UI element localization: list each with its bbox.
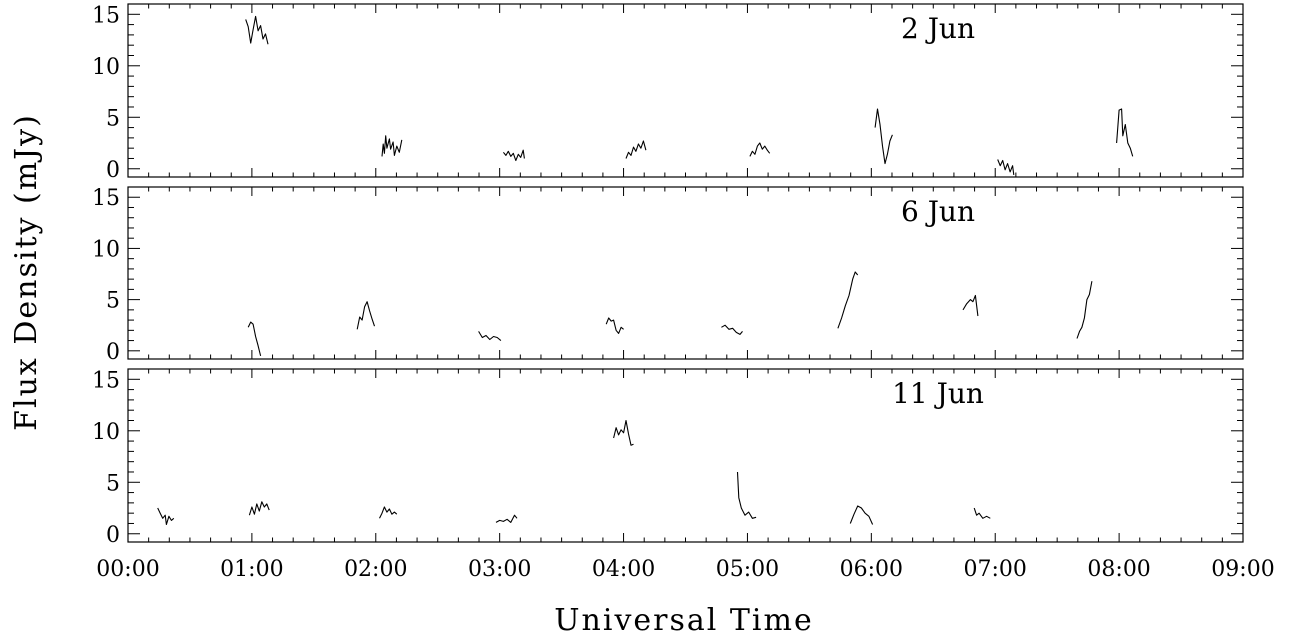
y-tick-label: 5: [106, 289, 120, 314]
panel: 0 5 10 15 2 Jun: [92, 3, 1244, 183]
flux-series-segment: [605, 317, 624, 334]
flux-series-segment: [736, 471, 757, 519]
flux-series-segment: [478, 331, 502, 342]
flux-series-segment: [997, 159, 1015, 175]
y-tick-label: 10: [92, 55, 120, 80]
flux-series-segment: [973, 507, 991, 519]
x-tick-label: 09:00: [1211, 557, 1274, 582]
flux-series-segment: [849, 505, 874, 525]
flux-series-segment: [721, 324, 743, 335]
x-tick-label: 08:00: [1087, 557, 1150, 582]
flux-series-segment: [613, 419, 634, 446]
flux-series-segment: [962, 294, 979, 317]
y-tick-label: 15: [92, 3, 120, 28]
flux-series-segment: [157, 507, 175, 526]
flux-series-segment: [1116, 108, 1134, 157]
x-tick-label: 03:00: [468, 557, 531, 582]
panel-date-label: 2 Jun: [901, 12, 975, 45]
y-axis-title: Flux Density (mJy): [9, 113, 44, 431]
y-tick-label: 0: [106, 158, 120, 183]
panel-frame: [127, 3, 1244, 178]
flux-series-segment: [837, 271, 859, 329]
flux-series-segment: [245, 15, 269, 45]
flux-series-segment: [379, 506, 398, 519]
flux-series-segment: [502, 149, 525, 162]
x-tick-label: 02:00: [344, 557, 407, 582]
y-tick-label: 5: [106, 106, 120, 131]
flux-series-segment: [625, 140, 647, 159]
panel-frame: [127, 368, 1244, 543]
flux-series-segment: [247, 321, 262, 357]
flux-series-segment: [495, 514, 518, 523]
y-tick-label: 15: [92, 186, 120, 211]
x-axis-title: Universal Time: [554, 603, 813, 636]
y-tick-label: 10: [92, 420, 120, 445]
panel-date-label: 11 Jun: [892, 377, 984, 410]
flux-series-segment: [874, 108, 893, 165]
x-tick-label: 05:00: [716, 557, 779, 582]
x-tick-label: 06:00: [840, 557, 903, 582]
flux-series-segment: [381, 135, 403, 157]
panel-frame: [127, 186, 1244, 360]
panel-date-label: 6 Jun: [901, 195, 975, 228]
x-tick-label: 01:00: [220, 557, 283, 582]
y-tick-label: 10: [92, 237, 120, 262]
x-tick-label: 07:00: [964, 557, 1027, 582]
flux-series-segment: [248, 501, 270, 516]
x-tick-labels: 00:00 01:00 02:00 03:00 04:00 05:00 06:00 07:00…: [96, 557, 1274, 582]
flux-series-segment: [1076, 281, 1093, 339]
panel: 0 5 10 15 11 Jun: [92, 368, 1244, 548]
x-tick-label: 04:00: [592, 557, 655, 582]
y-tick-label: 15: [92, 368, 120, 393]
flux-series-segment: [356, 301, 376, 330]
y-tick-label: 0: [106, 523, 120, 548]
panels: 0 5 10 15 2 Jun 0 5 10 15 6 Jun 0 5 10 15 11 Jun: [92, 3, 1244, 548]
y-tick-label: 5: [106, 471, 120, 496]
panel: 0 5 10 15 6 Jun: [92, 186, 1244, 365]
flux-series-segment: [749, 142, 771, 157]
y-tick-label: 0: [106, 340, 120, 365]
x-tick-label: 00:00: [96, 557, 159, 582]
